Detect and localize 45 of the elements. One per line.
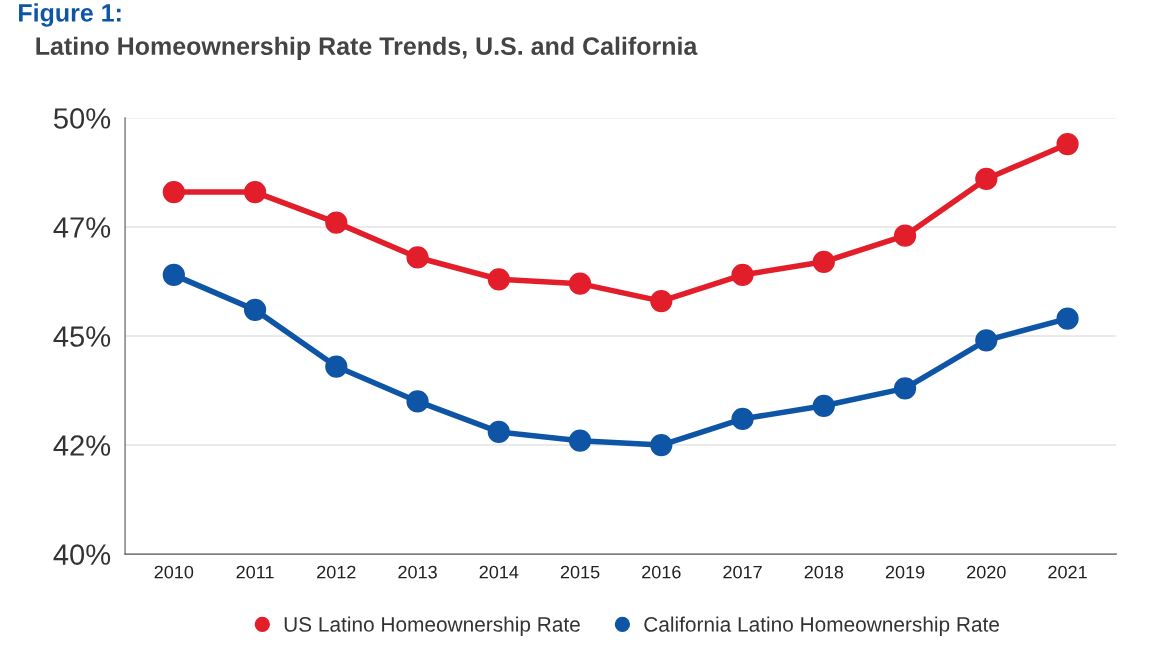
y-tick-label: 50%	[53, 108, 111, 129]
point	[975, 167, 998, 191]
point	[325, 355, 348, 378]
point	[731, 263, 754, 287]
x-tick-label: 2014	[479, 565, 519, 579]
y-tick-label: 40%	[53, 544, 111, 565]
x-tick-label: 2018	[804, 565, 844, 579]
chart-subtitle: Latino Homeownership Rate Trends, U.S. and California	[36, 36, 698, 60]
point	[406, 246, 429, 269]
point	[812, 250, 835, 273]
x-tick-label: 2011	[236, 565, 274, 579]
point	[487, 420, 510, 444]
x-tick-label: 2019	[885, 565, 925, 579]
y-tick-label: 42%	[53, 435, 111, 456]
point	[162, 263, 185, 287]
point	[325, 211, 348, 234]
x-tick-label: 2015	[560, 565, 600, 579]
x-tick-label: 2013	[398, 565, 437, 579]
y-tick-label: 45%	[53, 326, 111, 347]
x-tick-label: 2012	[317, 565, 356, 579]
point	[731, 407, 754, 430]
x-tick-label: 2020	[967, 565, 1006, 579]
point	[406, 390, 429, 413]
legend-label: California Latino Homeownership Rate	[644, 616, 999, 636]
point	[243, 298, 267, 321]
point	[1056, 132, 1079, 156]
point	[975, 329, 998, 352]
point	[893, 224, 917, 247]
point	[650, 433, 673, 457]
point	[487, 268, 510, 291]
point	[162, 180, 185, 204]
x-tick-label: 2017	[723, 565, 762, 579]
point	[243, 180, 267, 204]
point	[1056, 307, 1079, 330]
x-tick-label: 2021	[1048, 565, 1087, 579]
point	[812, 394, 835, 417]
point	[568, 272, 592, 295]
legend-label: US Latino Homeownership Rate	[284, 616, 580, 636]
point	[650, 289, 673, 313]
point	[893, 377, 917, 400]
x-tick-label: 2016	[642, 565, 681, 579]
x-tick-label: 2010	[154, 565, 194, 579]
point	[568, 429, 592, 452]
chart-title: Figure 1:	[19, 3, 121, 27]
y-tick-label: 47%	[53, 217, 111, 238]
